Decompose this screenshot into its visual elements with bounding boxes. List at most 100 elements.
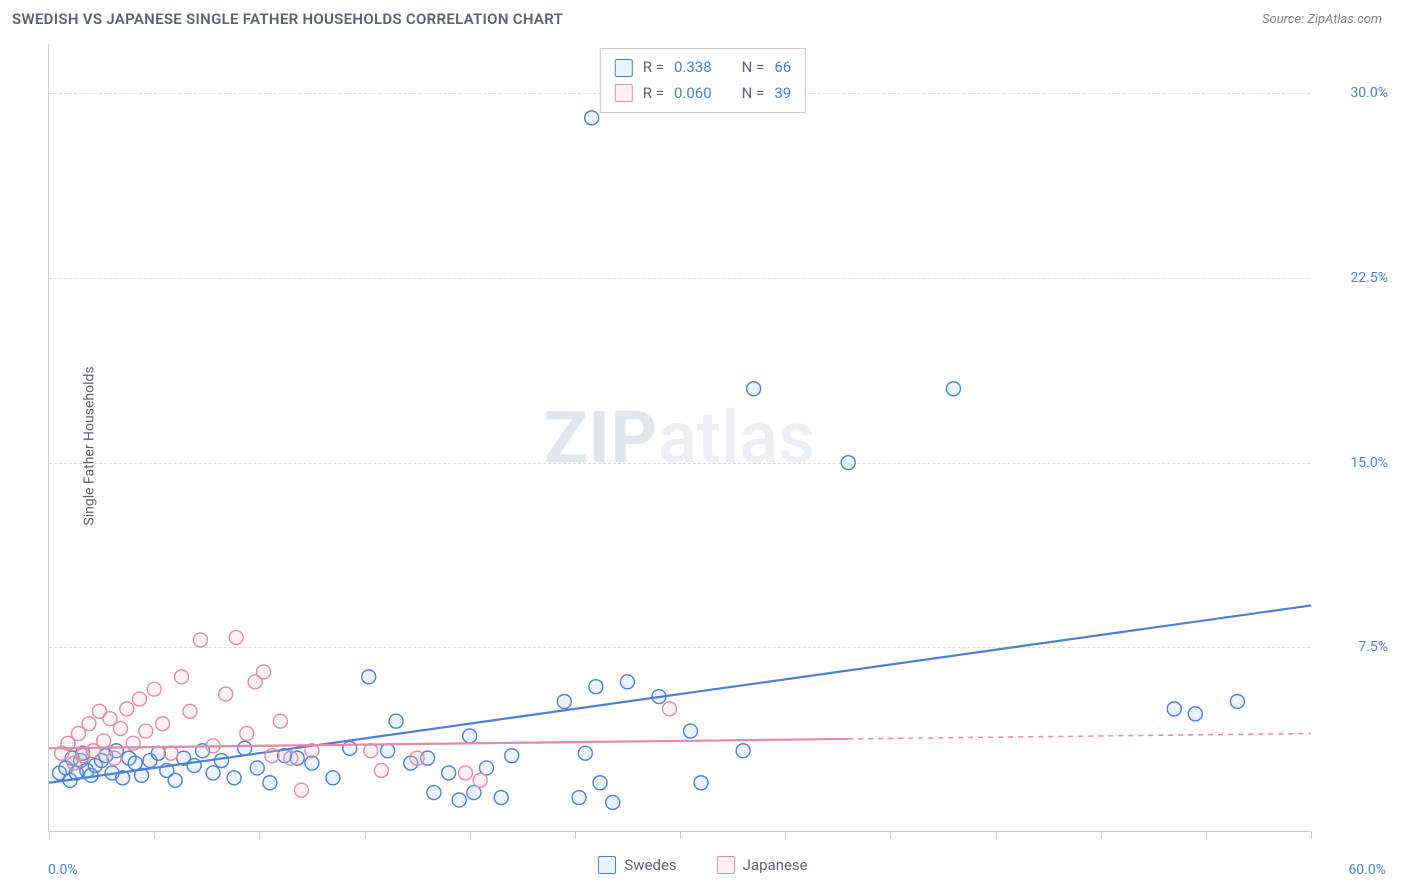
data-point-japanese [175, 670, 189, 684]
data-point-japanese [240, 727, 254, 741]
data-point-swedes [585, 111, 599, 125]
corr-row-japanese: R = 0.060 N = 39 [615, 81, 791, 107]
r-value-japanese: 0.060 [674, 81, 712, 107]
data-point-japanese [114, 722, 128, 736]
data-point-swedes [589, 680, 603, 694]
legend-item-japanese: Japanese [717, 856, 808, 874]
data-point-japanese [147, 682, 161, 696]
data-point-swedes [946, 382, 960, 396]
data-point-swedes [578, 746, 592, 760]
data-point-japanese [229, 630, 243, 644]
r-prefix: R = [643, 55, 664, 81]
data-point-japanese [662, 702, 676, 716]
data-point-japanese [374, 763, 388, 777]
y-tick-label: 15.0% [1350, 455, 1388, 471]
data-point-swedes [736, 744, 750, 758]
data-point-swedes [620, 675, 634, 689]
data-point-swedes [263, 776, 277, 790]
legend-swatch-japanese [717, 856, 735, 874]
swatch-swedes [615, 59, 633, 77]
data-point-japanese [139, 724, 153, 738]
x-tick [1206, 831, 1207, 839]
data-point-japanese [183, 704, 197, 718]
correlation-box: R =0.338N =66R =0.060N =39 [600, 48, 806, 113]
x-tick [1311, 831, 1312, 839]
data-point-swedes [389, 714, 403, 728]
swatch-japanese [615, 84, 633, 102]
data-point-swedes [214, 754, 228, 768]
data-point-swedes [593, 776, 607, 790]
data-point-japanese [473, 773, 487, 787]
trend-line-dashed-japanese [848, 734, 1311, 739]
data-point-swedes [326, 771, 340, 785]
r-prefix: R = [643, 81, 664, 107]
data-point-japanese [120, 702, 134, 716]
data-point-japanese [273, 714, 287, 728]
data-point-swedes [151, 746, 165, 760]
source-credit: Source: ZipAtlas.com [1262, 12, 1382, 27]
corr-row-swedes: R =0.338N =66 [615, 55, 791, 81]
data-point-swedes [494, 791, 508, 805]
data-point-swedes [694, 776, 708, 790]
x-tick [575, 831, 576, 839]
data-point-swedes [206, 766, 220, 780]
n-prefix: N = [742, 81, 765, 107]
x-tick [890, 831, 891, 839]
data-point-japanese [284, 751, 298, 765]
data-point-swedes [238, 741, 252, 755]
x-tick [1101, 831, 1102, 839]
data-point-swedes [606, 795, 620, 809]
data-point-japanese [294, 783, 308, 797]
data-point-swedes [343, 741, 357, 755]
data-point-swedes [442, 766, 456, 780]
x-tick [470, 831, 471, 839]
trend-line-japanese [49, 739, 848, 748]
data-point-japanese [97, 734, 111, 748]
x-tick [259, 831, 260, 839]
data-point-swedes [168, 773, 182, 787]
x-tick [785, 831, 786, 839]
n-value-swedes: 66 [774, 55, 791, 81]
legend-swatch-swedes [598, 856, 616, 874]
data-point-swedes [381, 744, 395, 758]
data-point-japanese [107, 751, 121, 765]
data-point-swedes [747, 382, 761, 396]
y-tick-label: 30.0% [1350, 85, 1388, 101]
data-point-japanese [156, 717, 170, 731]
x-tick [996, 831, 997, 839]
legend-label-japanese: Japanese [743, 856, 808, 874]
data-point-japanese [257, 665, 271, 679]
data-point-japanese [265, 749, 279, 763]
x-tick [154, 831, 155, 839]
x-tick [680, 831, 681, 839]
data-point-japanese [410, 751, 424, 765]
data-point-swedes [557, 694, 571, 708]
n-value-japanese: 39 [774, 81, 791, 107]
data-point-japanese [132, 692, 146, 706]
n-prefix: N = [742, 55, 765, 81]
legend-label-swedes: Swedes [624, 856, 676, 874]
y-tick-label: 7.5% [1358, 639, 1388, 655]
legend-item-swedes: Swedes [598, 856, 676, 874]
data-point-swedes [250, 761, 264, 775]
data-point-swedes [362, 670, 376, 684]
data-point-swedes [572, 791, 586, 805]
y-tick-label: 22.5% [1350, 270, 1388, 286]
plot-region: ZIPatlas 7.5%15.0%22.5%30.0% [48, 44, 1310, 832]
data-point-swedes [452, 793, 466, 807]
data-point-swedes [841, 456, 855, 470]
bottom-legend: Swedes Japanese [0, 856, 1406, 874]
scatter-svg [49, 44, 1311, 832]
x-tick [365, 831, 366, 839]
data-point-swedes [505, 749, 519, 763]
x-tick [49, 831, 50, 839]
data-point-swedes [463, 729, 477, 743]
data-point-swedes [684, 724, 698, 738]
data-point-japanese [364, 744, 378, 758]
data-point-japanese [164, 746, 178, 760]
data-point-swedes [227, 771, 241, 785]
chart-title: SWEDISH VS JAPANESE SINGLE FATHER HOUSEH… [12, 10, 563, 28]
data-point-swedes [427, 786, 441, 800]
data-point-japanese [219, 687, 233, 701]
data-point-swedes [1188, 707, 1202, 721]
